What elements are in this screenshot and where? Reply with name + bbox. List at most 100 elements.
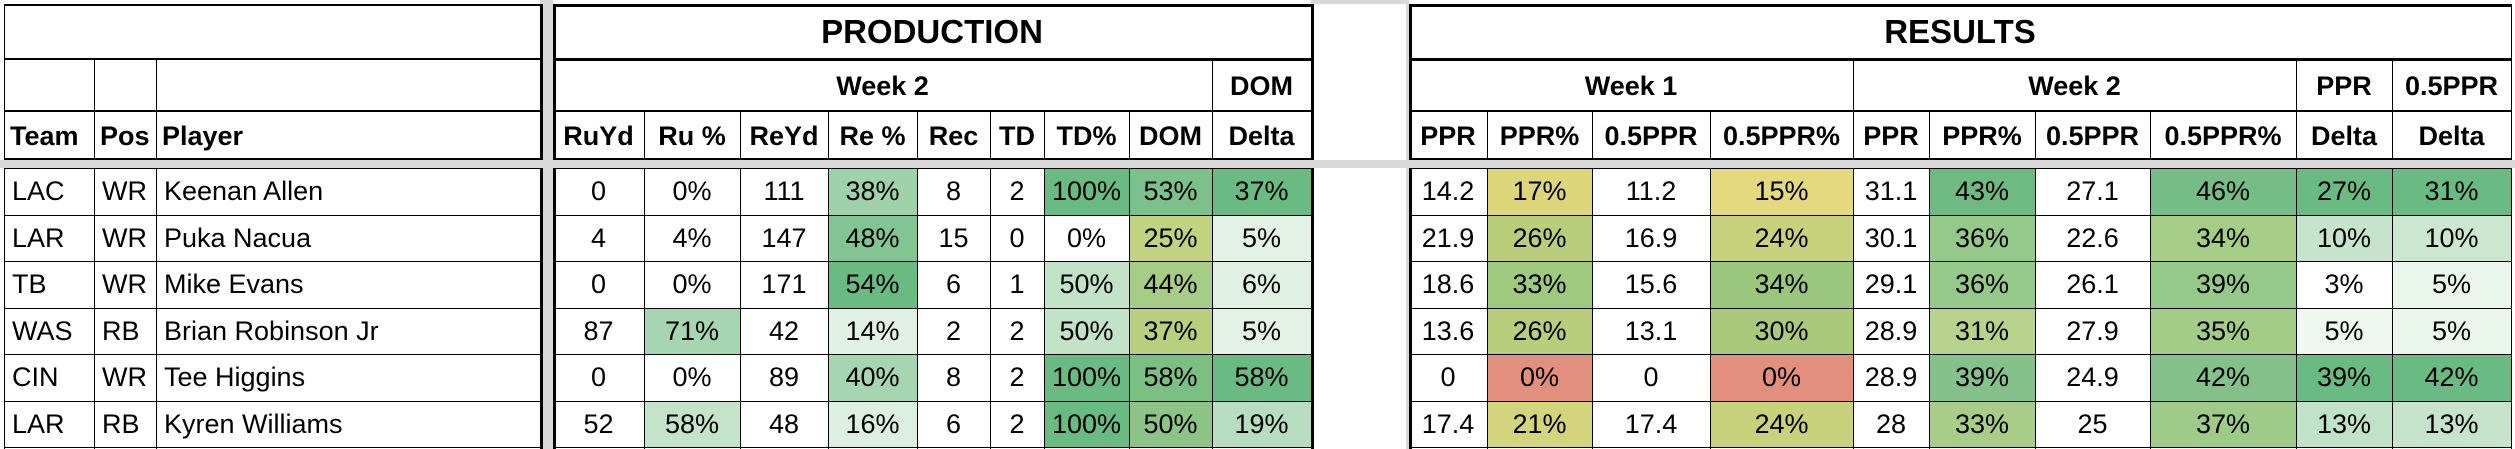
table-cell-w2pprpct[interactable]: 39%: [1929, 354, 2035, 401]
table-cell-tdpct[interactable]: 100%: [1044, 401, 1129, 447]
table-cell-w1halfpct[interactable]: 0%: [1710, 354, 1853, 401]
table-cell-w2half[interactable]: 25: [2077, 408, 2108, 439]
table-cell-repct[interactable]: 38%: [828, 168, 917, 215]
table-cell-w2ppr[interactable]: 28.9: [1864, 362, 1918, 392]
table-cell-tdpct[interactable]: 100%: [1044, 354, 1129, 401]
table-cell-w1ppr[interactable]: 17.4: [1421, 408, 1475, 439]
table-cell-player[interactable]: Mike Evans: [164, 269, 304, 299]
table-cell-w1half[interactable]: 0: [1643, 362, 1659, 392]
table-cell-w1ppr[interactable]: 14.2: [1421, 176, 1475, 206]
table-cell-w2halfpct[interactable]: 34%: [2150, 215, 2296, 261]
table-cell-repct[interactable]: 48%: [828, 215, 917, 261]
table-cell-td[interactable]: 2: [1009, 408, 1025, 439]
table-cell-w1ppr[interactable]: 18.6: [1421, 269, 1475, 299]
table-cell-rec[interactable]: 6: [945, 269, 962, 299]
column-header-w2half[interactable]: 0.5PPR: [2045, 120, 2140, 151]
table-cell-pos[interactable]: RB: [102, 408, 140, 439]
table-cell-w2half[interactable]: 26.1: [2066, 269, 2119, 299]
table-cell-w1ppr[interactable]: 13.6: [1421, 315, 1475, 346]
table-cell-pprdelta[interactable]: 27%: [2296, 168, 2392, 215]
table-cell-w2half[interactable]: 27.1: [2066, 176, 2119, 206]
table-cell-w2ppr[interactable]: 31.1: [1864, 176, 1918, 206]
table-cell-repct[interactable]: 54%: [828, 261, 917, 308]
column-header-reyd[interactable]: ReYd: [749, 120, 819, 151]
table-cell-w2ppr[interactable]: 29.1: [1864, 269, 1918, 299]
ppr-delta-header-top[interactable]: PPR: [2316, 70, 2372, 101]
table-cell-rupct[interactable]: 0%: [672, 269, 712, 299]
table-cell-w1halfpct[interactable]: 24%: [1710, 401, 1853, 447]
table-cell-w1pprpct[interactable]: 33%: [1487, 261, 1592, 308]
table-cell-player[interactable]: Kyren Williams: [164, 408, 343, 439]
column-header-w2pprpct[interactable]: PPR%: [1942, 120, 2022, 151]
table-cell-repct[interactable]: 16%: [828, 401, 917, 447]
table-cell-team[interactable]: LAC: [12, 176, 65, 206]
table-cell-rupct[interactable]: 0%: [672, 176, 712, 206]
table-cell-w1pprpct[interactable]: 21%: [1487, 401, 1592, 447]
production-week2-header[interactable]: Week 2: [836, 70, 929, 101]
column-header-domdelta[interactable]: Delta: [1228, 120, 1295, 151]
table-cell-team[interactable]: TB: [12, 269, 47, 299]
table-cell-rec[interactable]: 2: [945, 315, 962, 346]
table-cell-dom[interactable]: 58%: [1129, 354, 1212, 401]
table-cell-w2halfpct[interactable]: 46%: [2150, 168, 2296, 215]
column-header-w2halfpct[interactable]: 0.5PPR%: [2164, 120, 2282, 151]
table-cell-halfdelta[interactable]: 31%: [2392, 168, 2511, 215]
table-cell-w1half[interactable]: 17.4: [1624, 408, 1678, 439]
table-cell-w2halfpct[interactable]: 42%: [2150, 354, 2296, 401]
table-cell-w1half[interactable]: 15.6: [1624, 269, 1678, 299]
results-week2-header[interactable]: Week 2: [2028, 70, 2121, 101]
table-cell-td[interactable]: 2: [1009, 315, 1025, 346]
table-cell-w2pprpct[interactable]: 36%: [1929, 215, 2035, 261]
table-cell-w1pprpct[interactable]: 26%: [1487, 215, 1592, 261]
table-cell-reyd[interactable]: 147: [761, 222, 807, 253]
dom-delta-header-top[interactable]: DOM: [1230, 70, 1293, 101]
table-cell-w1halfpct[interactable]: 30%: [1710, 308, 1853, 354]
table-cell-pos[interactable]: RB: [102, 315, 140, 346]
table-cell-w2pprpct[interactable]: 43%: [1929, 168, 2035, 215]
table-cell-td[interactable]: 2: [1009, 176, 1025, 206]
results-week1-header[interactable]: Week 1: [1584, 70, 1678, 101]
table-cell-rupct[interactable]: 0%: [672, 362, 712, 392]
table-cell-repct[interactable]: 14%: [828, 308, 917, 354]
table-cell-reyd[interactable]: 171: [761, 269, 807, 299]
table-cell-rupct[interactable]: 71%: [644, 308, 740, 354]
table-cell-w2halfpct[interactable]: 37%: [2150, 401, 2296, 447]
table-cell-pprdelta[interactable]: 13%: [2296, 401, 2392, 447]
table-cell-repct[interactable]: 40%: [828, 354, 917, 401]
table-cell-player[interactable]: Brian Robinson Jr: [164, 315, 379, 346]
table-cell-rupct[interactable]: 58%: [644, 401, 740, 447]
table-cell-w1pprpct[interactable]: 17%: [1487, 168, 1592, 215]
column-header-td[interactable]: TD: [999, 120, 1035, 151]
table-cell-pprdelta[interactable]: 39%: [2296, 354, 2392, 401]
column-header-tdpct[interactable]: TD%: [1056, 120, 1117, 151]
column-header-w2ppr[interactable]: PPR: [1863, 120, 1919, 151]
table-cell-w1pprpct[interactable]: 0%: [1487, 354, 1592, 401]
table-cell-dom[interactable]: 25%: [1129, 215, 1212, 261]
column-header-w1ppr[interactable]: PPR: [1420, 120, 1476, 151]
table-cell-team[interactable]: WAS: [12, 315, 73, 346]
table-cell-w2pprpct[interactable]: 36%: [1929, 261, 2035, 308]
half-ppr-delta-header-top[interactable]: 0.5PPR: [2404, 70, 2499, 101]
table-cell-player[interactable]: Tee Higgins: [164, 362, 306, 392]
table-cell-pos[interactable]: WR: [102, 362, 147, 392]
table-cell-w2halfpct[interactable]: 39%: [2150, 261, 2296, 308]
table-cell-pprdelta[interactable]: 10%: [2296, 215, 2392, 261]
table-cell-w1ppr[interactable]: 0: [1440, 362, 1456, 392]
table-cell-domdelta[interactable]: 6%: [1212, 261, 1311, 308]
table-cell-w2half[interactable]: 22.6: [2066, 222, 2119, 253]
table-cell-w1half[interactable]: 16.9: [1624, 222, 1678, 253]
column-header-repct[interactable]: Re %: [839, 120, 906, 151]
table-cell-reyd[interactable]: 89: [768, 362, 800, 392]
table-cell-w1half[interactable]: 11.2: [1625, 176, 1677, 206]
table-cell-ruyd[interactable]: 0: [590, 362, 607, 392]
table-cell-dom[interactable]: 50%: [1129, 401, 1212, 447]
table-cell-rec[interactable]: 8: [945, 176, 962, 206]
table-cell-w2half[interactable]: 27.9: [2066, 315, 2119, 346]
table-cell-tdpct[interactable]: 0%: [1066, 222, 1107, 253]
table-cell-team[interactable]: CIN: [12, 362, 59, 392]
table-cell-ruyd[interactable]: 0: [590, 269, 607, 299]
table-cell-rec[interactable]: 15: [938, 222, 969, 253]
table-cell-pprdelta[interactable]: 5%: [2296, 308, 2392, 354]
table-cell-pos[interactable]: WR: [102, 222, 147, 253]
table-cell-domdelta[interactable]: 5%: [1212, 215, 1311, 261]
